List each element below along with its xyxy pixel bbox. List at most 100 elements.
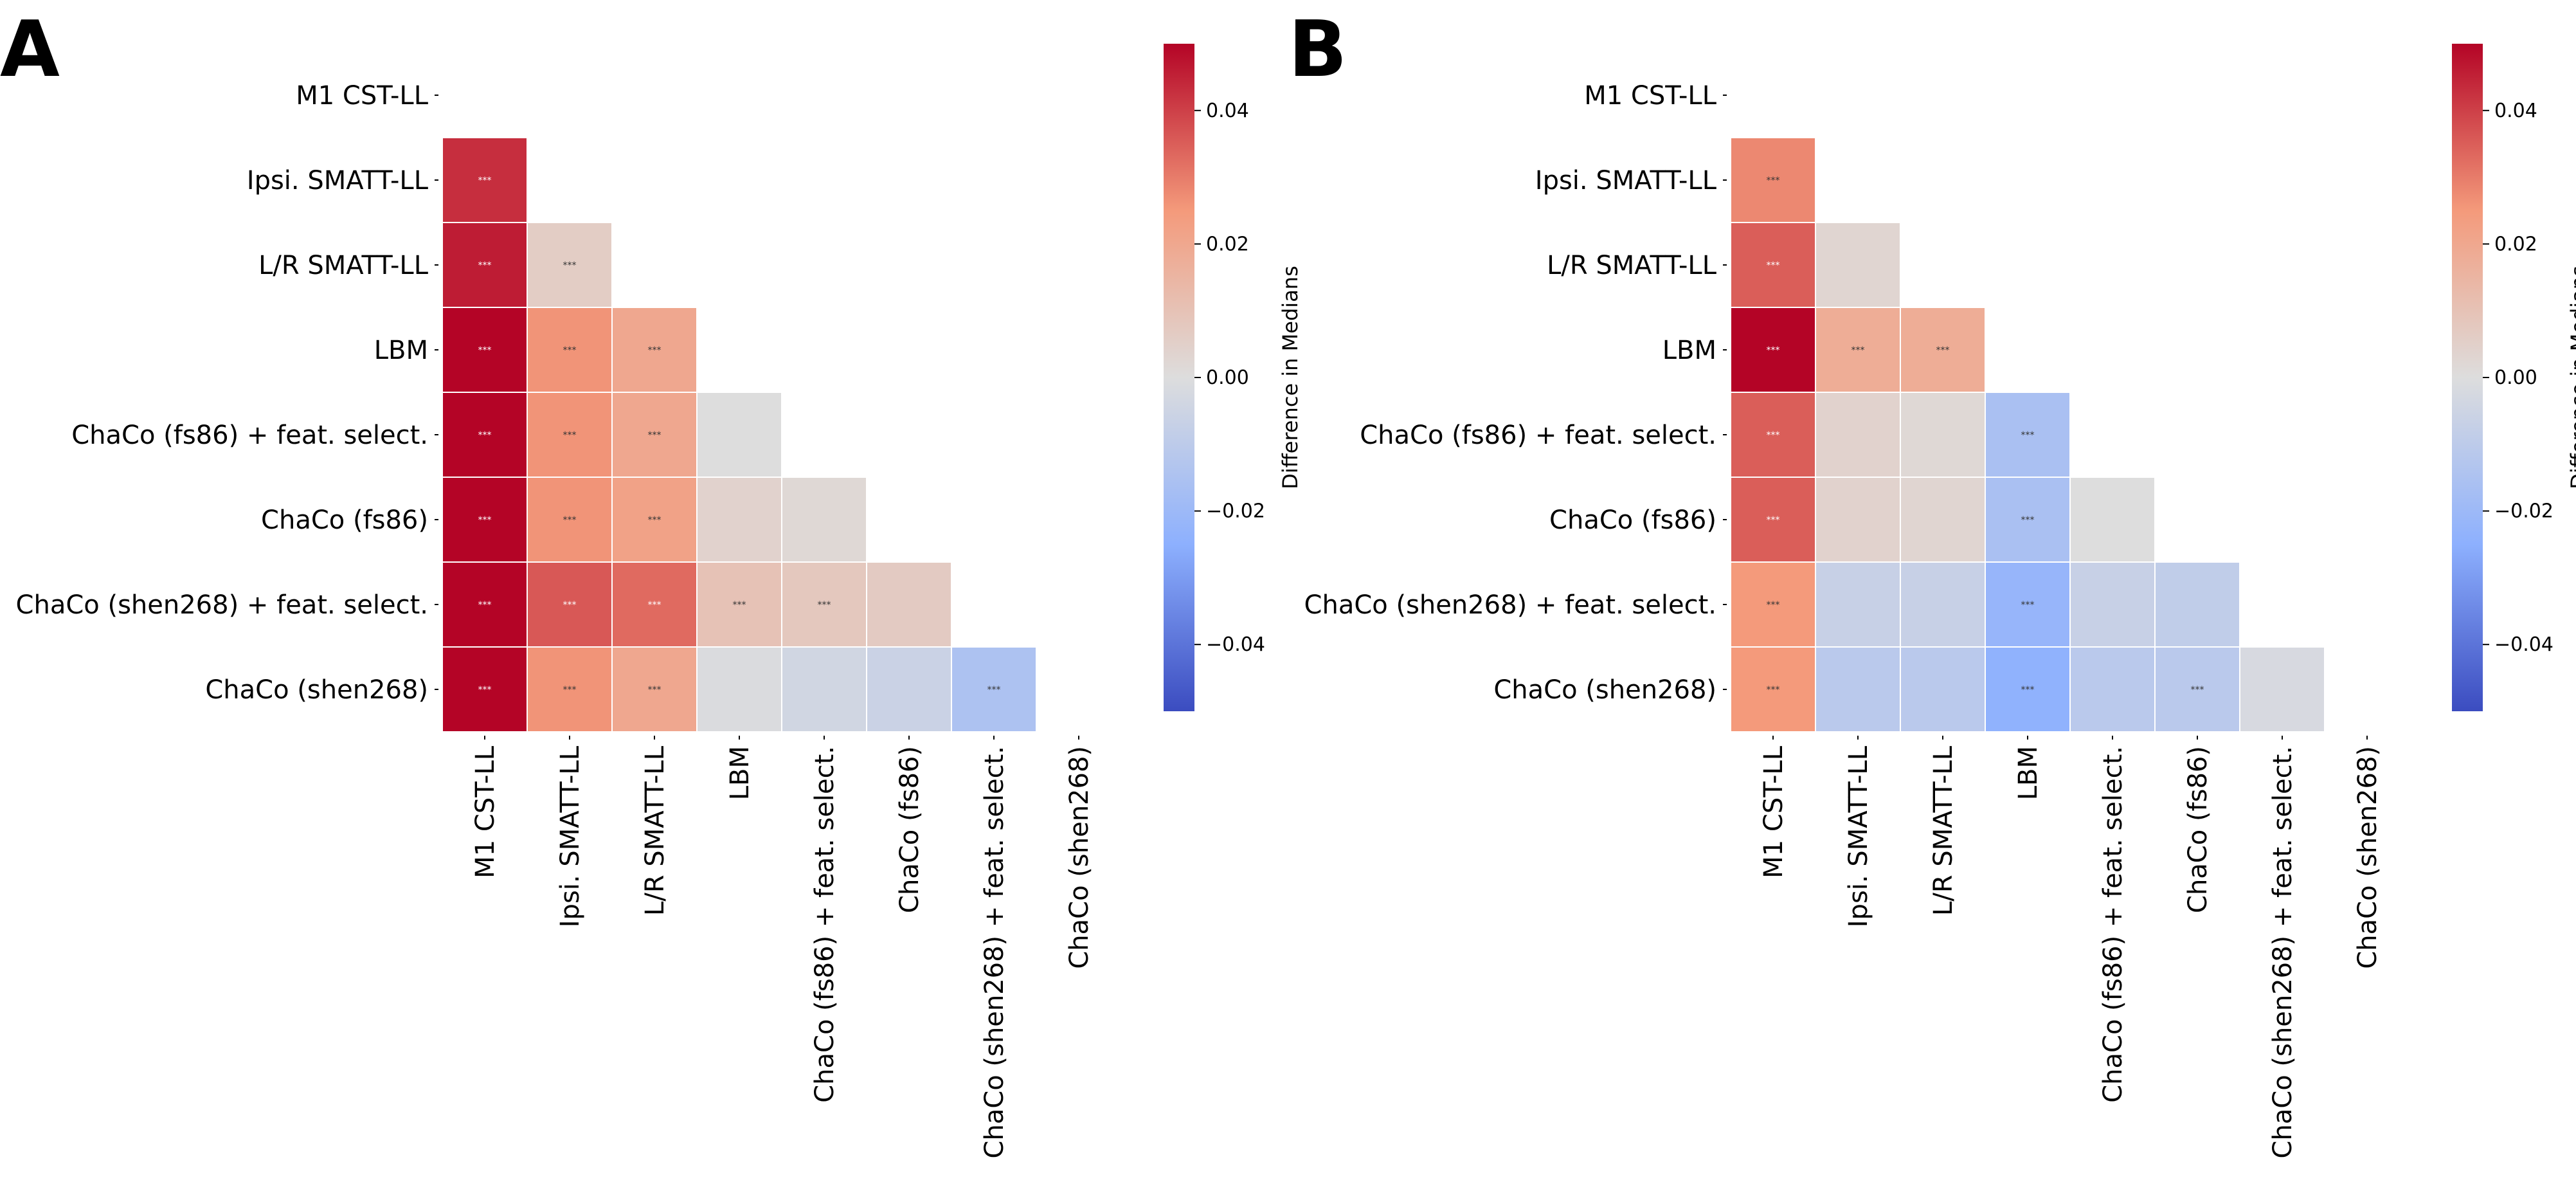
significance-label: ***	[478, 260, 492, 271]
heatmap-cell	[1815, 222, 1901, 308]
row-label: ChaCo (fs86)	[261, 505, 428, 535]
significance-label: ***	[648, 430, 662, 441]
colorbar-tick-label: 0.00	[2494, 367, 2537, 389]
heatmap-cell	[1985, 561, 2071, 648]
colorbar-tick-label: 0.04	[2494, 100, 2537, 122]
heatmap-cell	[2239, 646, 2325, 732]
heatmap-cell	[866, 561, 952, 648]
heatmap-cell	[611, 646, 698, 732]
heatmap-cell	[442, 307, 528, 393]
significance-label: ***	[648, 515, 662, 525]
significance-label: ***	[1767, 600, 1780, 610]
heatmap-cell	[1815, 477, 1901, 563]
row-label: ChaCo (shen268) + feat. select.	[16, 590, 428, 620]
row-label: LBM	[1662, 336, 1716, 365]
row-label: ChaCo (shen268)	[1493, 675, 1716, 705]
column-label: ChaCo (fs86)	[895, 746, 924, 913]
colorbar	[1164, 44, 1194, 711]
heatmap-cell	[442, 222, 528, 308]
heatmap-cell	[611, 477, 698, 563]
heatmap-cell	[1900, 561, 1986, 648]
column-label: ChaCo (fs86) + feat. select.	[2098, 746, 2128, 1103]
row-label: M1 CST-LL	[296, 81, 428, 111]
heatmap-cell	[2069, 561, 2156, 648]
heatmap-cell	[1730, 477, 1816, 563]
significance-label: ***	[1767, 515, 1780, 525]
heatmap-cell	[1730, 561, 1816, 648]
column-label: ChaCo (fs86)	[2183, 746, 2213, 913]
row-label: M1 CST-LL	[1584, 81, 1716, 111]
significance-label: ***	[2021, 430, 2035, 441]
colorbar-tick-label: 0.02	[1206, 233, 1249, 255]
significance-label: ***	[1767, 176, 1780, 186]
heatmap-cell	[696, 392, 782, 478]
heatmap-cell	[1815, 646, 1901, 732]
heatmap-cell	[1815, 561, 1901, 648]
colorbar-tick-label: −0.04	[1206, 633, 1265, 656]
panel-a: A *** *** *** *** *** *** *** *** *** *** *** *** ***…	[0, 5, 1302, 1158]
heatmap-cell	[1985, 646, 2071, 732]
significance-label: ***	[478, 430, 492, 441]
row-label: ChaCo (shen268)	[205, 675, 428, 705]
heatmap-cell	[951, 646, 1037, 732]
row-label: ChaCo (fs86) + feat. select.	[1360, 421, 1716, 450]
heatmap-cell	[527, 392, 613, 478]
colorbar-tick-label: −0.02	[1206, 500, 1265, 523]
column-label: ChaCo (shen268)	[1065, 746, 1094, 969]
significance-label: ***	[478, 600, 492, 610]
colorbar-tick-label: −0.04	[2494, 633, 2553, 656]
colorbar-tick-label: 0.00	[1206, 367, 1249, 389]
heatmap-cell	[1815, 392, 1901, 478]
heatmap-cell	[1900, 477, 1986, 563]
significance-label: ***	[563, 685, 577, 695]
column-label: ChaCo (shen268)	[2353, 746, 2382, 969]
heatmap-cell	[781, 477, 867, 563]
significance-label: ***	[563, 430, 577, 441]
significance-label: ***	[2191, 685, 2204, 695]
heatmap-cell	[527, 222, 613, 308]
significance-label: ***	[2021, 600, 2035, 610]
significance-label: ***	[478, 685, 492, 695]
significance-label: ***	[818, 600, 831, 610]
significance-label: ***	[478, 176, 492, 186]
column-label: M1 CST-LL	[1759, 745, 1788, 878]
heatmap-cell	[1900, 646, 1986, 732]
column-label: ChaCo (fs86) + feat. select.	[810, 746, 840, 1103]
significance-label: ***	[1767, 430, 1780, 441]
significance-label: ***	[1851, 345, 1865, 356]
heatmap-cell	[866, 646, 952, 732]
heatmap-cell	[1730, 307, 1816, 393]
panel-b: B *** *** *** *** *** *** *** *** *** *** *** *** ***…	[1288, 5, 2576, 1158]
significance-label: ***	[1767, 260, 1780, 271]
heatmap-cell	[1730, 222, 1816, 308]
heatmap-cell	[527, 561, 613, 648]
colorbar	[2452, 44, 2483, 711]
significance-label: ***	[987, 685, 1001, 695]
significance-label: ***	[2021, 515, 2035, 525]
colorbar-tick-label: 0.04	[1206, 100, 1249, 122]
heatmap-cell	[2069, 646, 2156, 732]
column-label: ChaCo (shen268) + feat. select.	[2268, 746, 2298, 1158]
colorbar-tick-label: −0.02	[2494, 500, 2553, 523]
heatmap-cell	[442, 137, 528, 223]
heatmap-cell	[781, 561, 867, 648]
row-label: L/R SMATT-LL	[258, 251, 429, 280]
column-label: Ipsi. SMATT-LL	[1844, 745, 1873, 927]
column-label: L/R SMATT-LL	[640, 745, 670, 916]
panel-letter: A	[0, 5, 60, 95]
heatmap-cell	[696, 477, 782, 563]
significance-label: ***	[648, 345, 662, 356]
row-label: LBM	[374, 336, 428, 365]
column-label: LBM	[725, 746, 755, 800]
heatmap-cell	[781, 646, 867, 732]
significance-label: ***	[563, 260, 577, 271]
heatmap-cell	[1900, 392, 1986, 478]
significance-label: ***	[478, 345, 492, 356]
significance-label: ***	[563, 600, 577, 610]
heatmap-cell	[2154, 646, 2240, 732]
heatmap-cell	[2154, 561, 2240, 648]
significance-label: ***	[478, 515, 492, 525]
row-label: L/R SMATT-LL	[1547, 251, 1717, 280]
significance-label: ***	[563, 515, 577, 525]
significance-label: ***	[563, 345, 577, 356]
